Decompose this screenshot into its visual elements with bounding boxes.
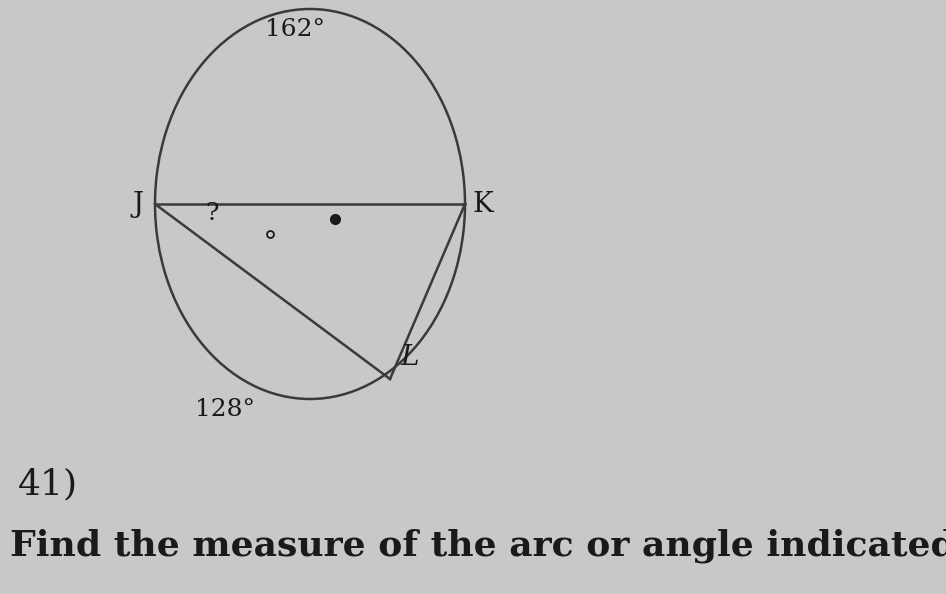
Text: 162°: 162° (265, 17, 325, 40)
Text: K: K (473, 191, 494, 217)
Text: Find the measure of the arc or angle indicated.: Find the measure of the arc or angle ind… (10, 529, 946, 563)
Text: L: L (400, 344, 418, 371)
Text: 128°: 128° (195, 397, 255, 421)
Text: 41): 41) (18, 467, 79, 501)
Text: J: J (131, 191, 143, 217)
Text: ?: ? (205, 203, 219, 226)
